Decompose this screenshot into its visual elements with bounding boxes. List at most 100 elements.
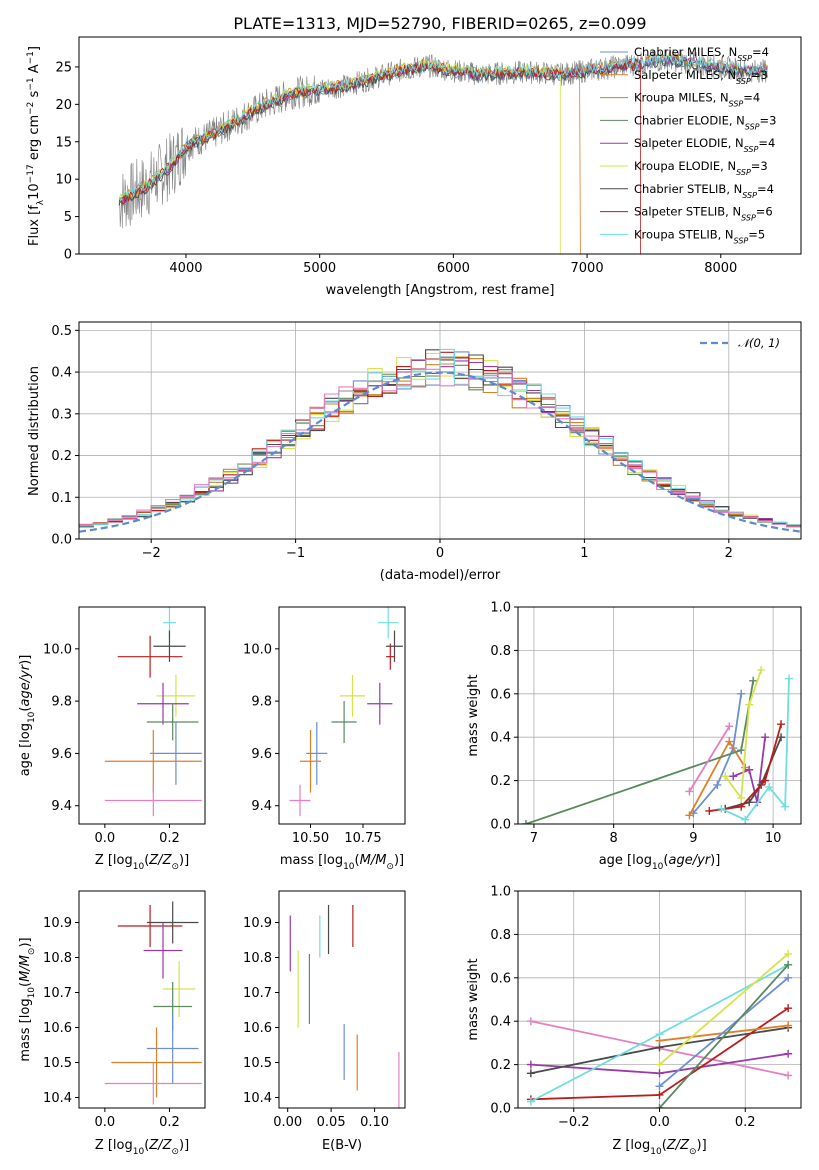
y-tick-label: 0.6 [490,687,511,702]
x-tick-label: 0.00 [273,1115,302,1130]
weight-marker [526,1069,535,1078]
y-tick-label: 9.4 [251,799,272,814]
y-tick-label: 10.5 [43,1056,72,1071]
weight-marker [784,960,793,969]
y-tick-label: 0.2 [51,449,72,464]
weight-marker [721,772,730,781]
weight-line [692,693,743,814]
legend-label: Kroupa ELODIE, NSSP=3 [634,159,768,177]
histogram-step-pink [79,358,801,528]
legend-label: Chabrier STELIB, NSSP=4 [634,182,774,200]
legend: Chabrier MILES, NSSP=4 Salpeter MILES, NS… [600,45,776,245]
x-tick-label: −2 [142,546,161,561]
weight-marker [745,798,754,807]
x-axis-label: Z [log10(Z/Z⊙)] [95,1138,189,1157]
weight-marker [757,665,766,674]
weight-vs-age-axes: 7 8 9 10 0.0 0.2 0.4 0.6 0.8 1.0 age [log10(age/yr… [466,601,802,872]
normal-reference-curve [79,371,801,533]
y-tick-label: 0.3 [51,407,72,422]
plot-area [79,348,801,533]
y-tick-label: 9.4 [51,799,72,814]
x-tick-label: 1 [580,546,588,561]
plot-area [104,901,202,1105]
x-axis-label: wavelength [Angstrom, rest frame] [326,283,555,298]
weight-marker [749,676,758,685]
weight-marker [685,787,694,796]
weight-marker [725,722,734,731]
y-tick-label: 10.8 [43,951,72,966]
y-tick-label: 15 [55,135,72,150]
x-axis-label: (data-model)/error [380,568,501,583]
weight-line [732,737,766,803]
y-tick-label: 10.4 [243,1091,272,1106]
x-tick-label: 6000 [437,261,470,276]
y-tick-label: 10.7 [243,986,272,1001]
weight-marker [655,1090,664,1099]
weight-marker [761,776,770,785]
axes-frame [278,890,406,1109]
plot-area [289,607,403,817]
legend-label: Kroupa MILES, NSSP=4 [634,91,760,109]
y-tick-label: 0.6 [490,971,511,986]
y-tick-label: 9.8 [251,695,272,710]
weight-marker [765,783,774,792]
weight-line [658,977,789,1087]
weight-marker [655,1104,664,1108]
axes-frame [78,36,802,255]
weight-marker [784,1049,793,1058]
legend-label: Kroupa STELIB, NSSP=5 [634,227,765,245]
y-tick-label: 0.0 [490,1102,511,1117]
legend-label: 𝒩(0, 1) [738,336,780,350]
y-tick-label: 10.9 [43,916,72,931]
histogram-step-kroupa-stelib [79,348,801,527]
model-fit-line-salpeter-stelib [119,57,641,254]
weight-marker [745,765,754,774]
weight-marker [526,1097,535,1106]
y-tick-label: 0.5 [51,324,72,339]
y-tick-label: 0.2 [490,774,511,789]
mass-vs-reddening-axes: 0.00 0.05 0.10 10.4 10.5 10.6 10.7 10.8 10.9 E(B-… [243,890,406,1153]
x-tick-label: 8 [610,831,618,846]
weight-marker [737,793,746,802]
weight-line [688,725,731,792]
weight-marker [655,1036,664,1045]
y-tick-label: 10.4 [43,1091,72,1106]
axes-frame [78,606,206,825]
y-tick-label: 0.4 [51,366,72,381]
weight-marker [784,1004,793,1013]
weight-marker [717,804,726,813]
x-tick-label: −1 [286,546,305,561]
weight-marker [741,815,750,824]
y-tick-label: 9.6 [51,747,72,762]
weight-marker [761,733,770,742]
weight-line [525,680,755,824]
model-fit-line-salpeter-miles [118,61,581,254]
weight-marker [784,1071,793,1080]
weight-line [720,678,790,821]
weight-marker [526,1017,535,1026]
x-axis-label: mass [log10(M/M⊙)] [280,853,404,872]
y-tick-label: 9.6 [251,747,272,762]
weight-marker [784,1021,793,1030]
spectrum-title: PLATE=1313, MJD=52790, FIBERID=0265, z=0… [233,14,646,33]
x-axis-label: E(B-V) [322,1138,362,1153]
weight-marker [777,733,786,742]
x-tick-label: 10.50 [292,831,329,846]
y-axis-label: mass weight [466,674,481,756]
weight-marker [737,802,746,811]
age-vs-mass-axes: 10.50 10.75 9.4 9.6 9.8 10.0 mass [log10(M/M⊙)… [243,606,406,872]
weight-marker [526,1060,535,1069]
x-tick-label: 0.0 [95,831,116,846]
legend-label: Chabrier MILES, NSSP=4 [634,45,769,63]
x-tick-label: 0.0 [95,1115,116,1130]
y-tick-label: 20 [55,98,72,113]
legend-label: Chabrier ELODIE, NSSP=3 [634,113,776,130]
y-tick-label: 10.0 [43,642,72,657]
weight-marker [729,772,738,781]
x-axis-label: age [log10(age/yr)] [599,853,721,872]
weight-vs-metallicity-axes: −0.2 0.0 0.2 0.0 0.2 0.4 0.6 0.8 1.0 Z [log10(Z/Z… [466,885,802,1157]
x-tick-label: 4000 [169,261,202,276]
y-tick-label: 0 [64,248,72,263]
x-tick-label: 0.2 [159,1115,180,1130]
y-tick-label: 0.2 [490,1058,511,1073]
